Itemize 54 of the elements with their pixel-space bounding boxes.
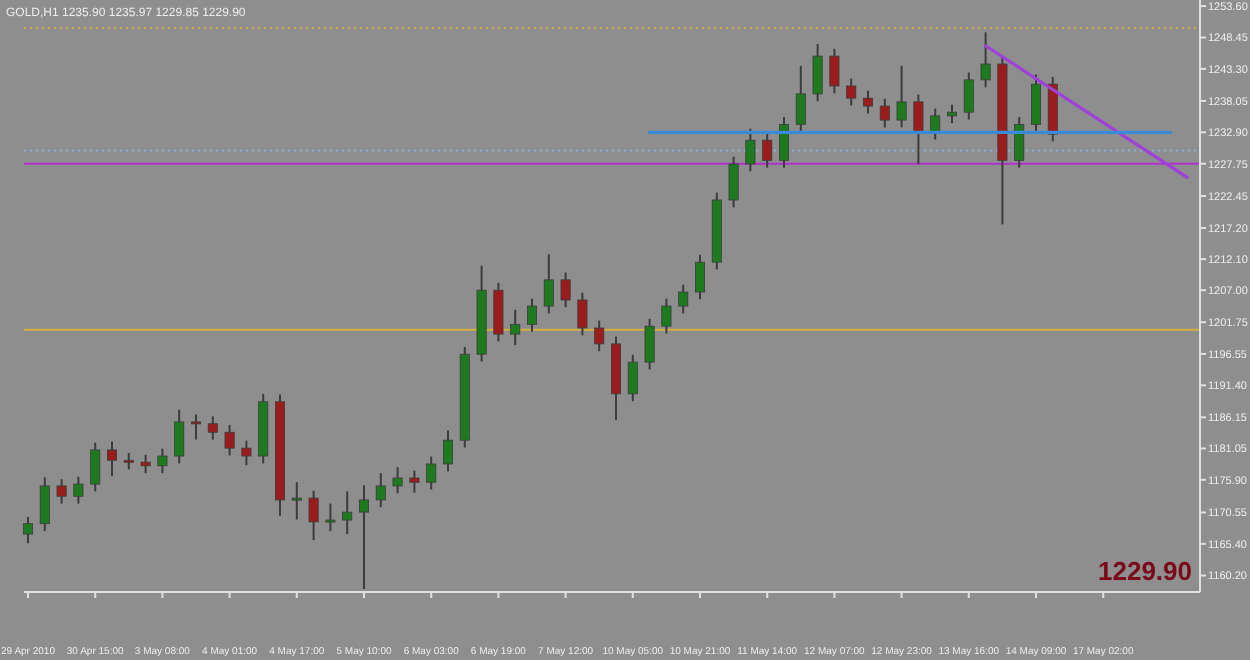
candlestick (644, 317, 655, 371)
candlestick (157, 447, 168, 475)
candlestick (913, 93, 924, 165)
candlestick (661, 297, 672, 335)
candlestick (39, 476, 50, 533)
candlestick (174, 408, 185, 465)
candlestick (694, 253, 706, 301)
candlestick (846, 77, 857, 107)
candlestick (678, 283, 689, 315)
candlestick (963, 71, 974, 121)
candlestick (224, 423, 235, 457)
candlestick (594, 319, 605, 353)
candlestick (325, 502, 336, 533)
candlestick (207, 415, 218, 441)
candlestick (56, 478, 67, 505)
candlestick (308, 489, 319, 542)
candlestick (577, 291, 588, 337)
candlestick (762, 131, 773, 169)
candlestick (526, 297, 538, 333)
candlestick (862, 89, 874, 115)
candlestick (829, 47, 840, 95)
candlestick (543, 253, 554, 315)
candlestick (896, 64, 907, 129)
candlestick (1014, 116, 1025, 169)
candlestick (409, 469, 420, 494)
candlestick (980, 31, 991, 89)
candlestick (106, 440, 118, 478)
candlestick (778, 116, 790, 169)
candlestick (291, 481, 302, 521)
candlestick (190, 413, 202, 441)
candlestick (90, 441, 101, 493)
candlestick (442, 429, 454, 473)
candlestick (946, 103, 958, 125)
annotation: 1229.90 (1098, 556, 1192, 586)
candlestick (140, 453, 151, 475)
candlestick (795, 64, 806, 133)
candlestick (358, 484, 370, 590)
candlestick (493, 281, 504, 343)
candlestick (241, 439, 252, 467)
candlestick (342, 490, 353, 536)
candlestick (22, 516, 34, 545)
candlestick (375, 472, 386, 509)
candlestick (745, 127, 756, 173)
candlestick (510, 308, 521, 347)
candlestick (728, 155, 739, 209)
candlestick (426, 455, 437, 491)
candlestick (73, 475, 84, 505)
candlestick (560, 271, 571, 309)
candlestick (1030, 73, 1042, 133)
candlestick (812, 42, 823, 103)
candlestick (930, 107, 941, 141)
candlestick (392, 466, 403, 495)
candlestick (879, 97, 890, 129)
candlestick (627, 353, 638, 403)
